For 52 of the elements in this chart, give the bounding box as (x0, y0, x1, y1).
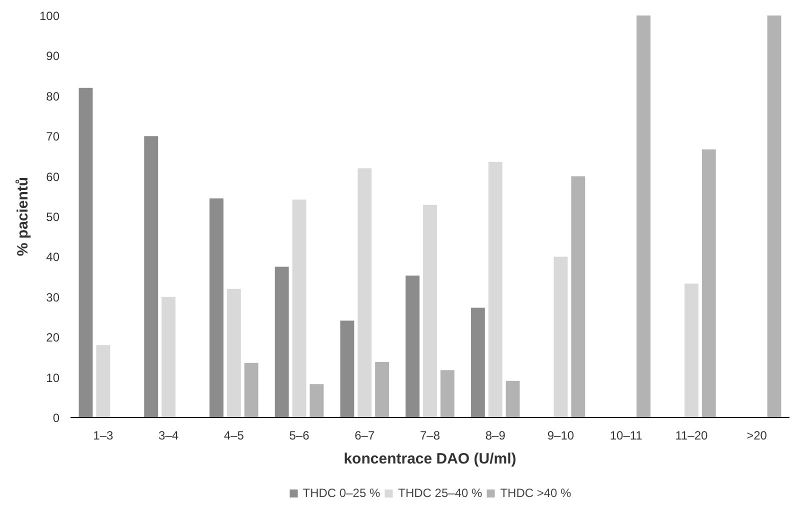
legend-label: THDC 25–40 % (398, 486, 482, 500)
bar (406, 276, 420, 418)
y-tick-label: 50 (46, 210, 60, 224)
x-axis-title: koncentrace DAO (U/ml) (344, 450, 516, 468)
x-tick-label: 9–10 (547, 428, 574, 442)
bar (244, 362, 258, 418)
x-tick-label: 5–6 (289, 428, 310, 442)
bar (144, 136, 158, 418)
bar (358, 168, 372, 418)
x-tick-label: 8–9 (485, 428, 506, 442)
legend-label: THDC 0–25 % (302, 486, 380, 500)
bar (292, 200, 306, 418)
bar (684, 284, 698, 418)
legend-label: THDC >40 % (500, 486, 572, 500)
bar (162, 296, 176, 418)
x-tick-label: 6–7 (354, 428, 375, 442)
bar (423, 204, 437, 418)
bar (767, 16, 782, 418)
x-tick-label: 4–5 (224, 428, 244, 442)
x-tick-label: >20 (746, 428, 768, 442)
bar (78, 88, 93, 418)
bar (274, 266, 289, 418)
bar (702, 149, 716, 418)
bar (210, 198, 224, 418)
x-tick-label: 3–4 (158, 428, 179, 442)
bar (226, 288, 241, 418)
y-tick-label: 40 (46, 250, 60, 264)
bar (554, 256, 568, 418)
bar (488, 162, 502, 418)
y-tick-label: 100 (39, 9, 60, 23)
y-tick-label: 30 (46, 290, 60, 304)
bar (470, 308, 485, 418)
bar (506, 380, 520, 418)
bar (375, 362, 390, 418)
bar (440, 370, 454, 418)
y-tick-label: 10 (46, 370, 60, 385)
y-axis-title: % pacientů (14, 176, 32, 256)
bar (571, 176, 586, 418)
bar (636, 16, 650, 418)
y-tick-label: 70 (46, 130, 60, 144)
y-tick-label: 0 (52, 411, 60, 425)
bar (96, 345, 110, 418)
bar (310, 384, 324, 418)
bar (340, 320, 354, 418)
x-tick-label: 11–20 (675, 428, 708, 442)
x-tick-label: 7–8 (420, 428, 440, 442)
x-tick-label: 10–11 (610, 428, 643, 442)
x-tick-label: 1–3 (93, 428, 114, 442)
y-tick-label: 20 (46, 330, 60, 345)
y-tick-label: 60 (46, 170, 60, 184)
y-tick-label: 90 (46, 49, 60, 64)
y-tick-label: 80 (46, 89, 60, 104)
